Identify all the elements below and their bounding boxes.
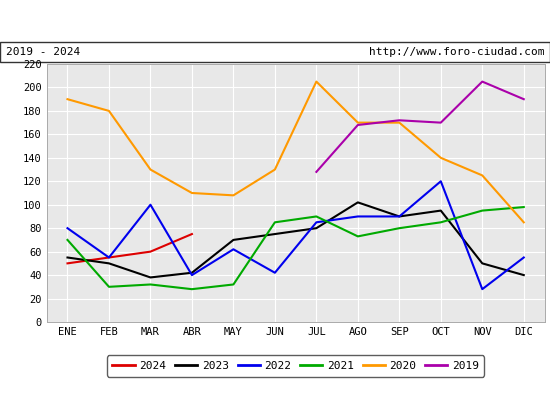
Text: http://www.foro-ciudad.com: http://www.foro-ciudad.com — [369, 47, 544, 57]
Legend: 2024, 2023, 2022, 2021, 2020, 2019: 2024, 2023, 2022, 2021, 2020, 2019 — [107, 356, 485, 376]
Text: 2019 - 2024: 2019 - 2024 — [6, 47, 80, 57]
Text: Evolucion Nº Turistas Extranjeros en el municipio de Saúca: Evolucion Nº Turistas Extranjeros en el … — [71, 14, 479, 28]
